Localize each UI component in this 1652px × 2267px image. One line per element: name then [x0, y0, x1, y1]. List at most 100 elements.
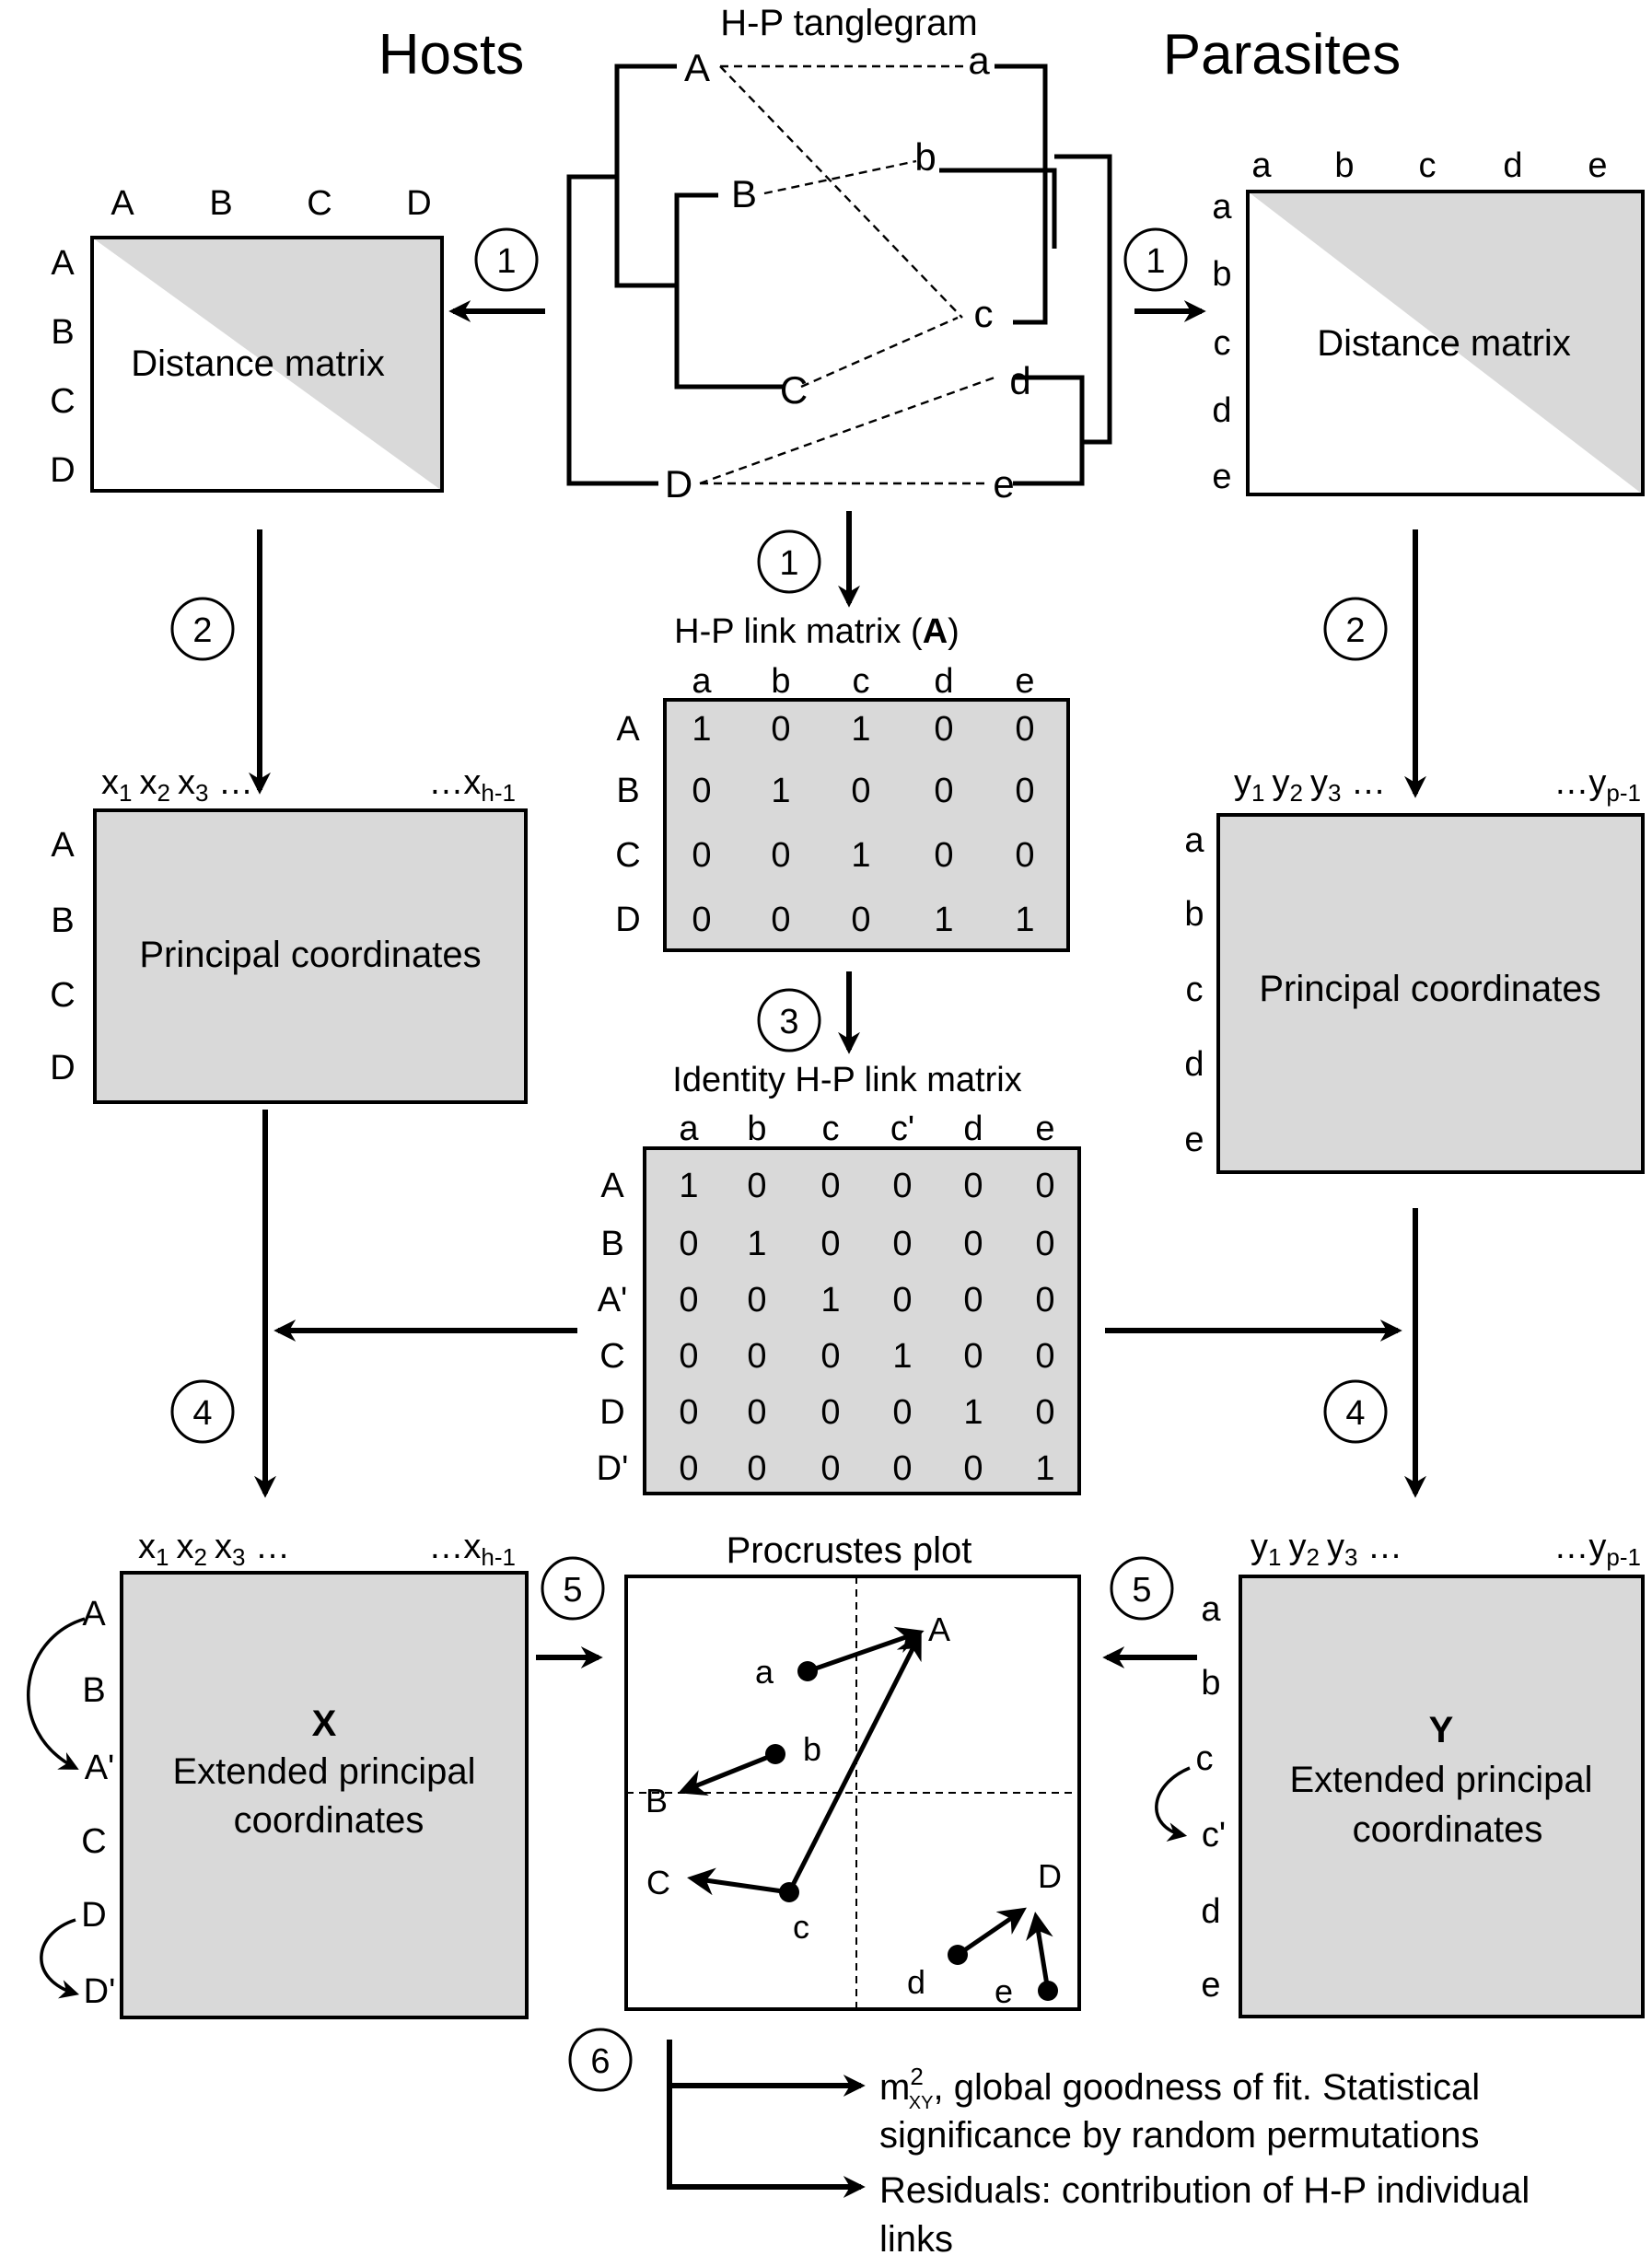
parasite-extended-col-head-last: …yp-1 [1553, 1528, 1641, 1571]
tangle-parasite-e: e [993, 462, 1014, 506]
identity-cell: 0 [963, 1225, 983, 1263]
svg-text:2: 2 [192, 611, 212, 650]
identity-col-1: b [747, 1110, 766, 1148]
identity-col-5: e [1035, 1110, 1054, 1148]
plot-label-b: b [803, 1730, 821, 1768]
host-dist-row-C: C [50, 382, 75, 421]
identity-cell: 0 [747, 1167, 766, 1205]
step-2-badge-right: 2 [1323, 597, 1388, 661]
par-ext-row-a: a [1201, 1590, 1221, 1629]
link-row-A: A [616, 710, 640, 749]
link-matrix: H-P link matrix (A) a b c d e A 1 0 1 0 0 B 0 1 0 0 0 C 0 0… [615, 612, 1070, 952]
identity-row-4: D [599, 1393, 624, 1432]
parasite-pcoa-col-head: y1 y2 y3 … [1234, 763, 1386, 807]
identity-cell: 0 [1035, 1393, 1054, 1432]
parasite-extended-col-head: y1 y2 y3 … [1251, 1528, 1402, 1571]
step-5-badge-right: 5 [1110, 1556, 1174, 1621]
identity-cell: 0 [679, 1225, 698, 1263]
host-dist-row-B: B [51, 313, 74, 352]
host-tree [566, 64, 783, 486]
identity-cell: 0 [820, 1225, 840, 1263]
host-extended-col-head-last: …xh-1 [428, 1528, 516, 1571]
identity-cell: 0 [1035, 1167, 1054, 1205]
identity-cell: 0 [820, 1449, 840, 1488]
par-ext-row-c: c [1196, 1739, 1214, 1778]
identity-cell: 0 [820, 1167, 840, 1205]
identity-row-3: C [599, 1337, 624, 1376]
procrustes-title: Procrustes plot [727, 1530, 972, 1571]
par-pcoa-row-c: c [1186, 971, 1204, 1009]
svg-text:6: 6 [590, 2042, 610, 2081]
host-pcoa-col-head: x1 x2 x3 … [101, 763, 253, 807]
plot-label-d: d [907, 1963, 925, 2001]
link-cell: 1 [851, 836, 870, 875]
point-a [797, 1661, 818, 1681]
output-goodness-line-1: m2 XY, global goodness of fit. Statistica… [879, 2063, 1480, 2113]
host-ext-row-C: C [81, 1822, 106, 1861]
link-cell: 0 [771, 710, 790, 749]
host-dist-col-C: C [307, 184, 332, 223]
host-dist-col-D: D [406, 184, 431, 223]
link-cell: 0 [692, 836, 711, 875]
link-col-d: d [934, 662, 953, 701]
step-4-badge-left: 4 [170, 1379, 235, 1444]
step-1-arrows [448, 300, 1206, 608]
parasite-distance-label: Distance matrix [1317, 323, 1571, 364]
host-dist-col-A: A [111, 184, 134, 223]
output-goodness-line-2: significance by random permutations [879, 2115, 1479, 2156]
point-e [1038, 1981, 1058, 2001]
link-cell: 1 [934, 901, 953, 939]
host-ext-label-1: Extended principal [172, 1751, 475, 1792]
step-1-badge-left: 1 [474, 227, 539, 292]
host-pcoa-row-B: B [51, 901, 74, 940]
par-ext-label-2: coordinates [1353, 1809, 1543, 1850]
identity-cell: 0 [1035, 1337, 1054, 1376]
par-dist-row-e: e [1212, 458, 1231, 496]
link-cell: 1 [1015, 901, 1034, 939]
step-1-badge-right: 1 [1123, 227, 1188, 292]
identity-cell: 0 [963, 1281, 983, 1320]
identity-cell: 1 [679, 1167, 698, 1205]
svg-text:4: 4 [192, 1394, 212, 1433]
host-extended-pcoa: x1 x2 x3 … …xh-1 A B A' C D D' X Extended p… [27, 1528, 529, 2019]
identity-row-2: A' [598, 1281, 628, 1320]
identity-cell: 0 [747, 1337, 766, 1376]
procrustes-plot: Procrustes plot A B C D a b c d [624, 1530, 1081, 2011]
duplicate-c-arrow [1155, 1766, 1191, 1842]
link-cell: 0 [771, 836, 790, 875]
point-c [779, 1882, 799, 1902]
link-cell: 0 [771, 901, 790, 939]
link-matrix-title: H-P link matrix (A) [674, 612, 960, 651]
par-dist-row-b: b [1212, 255, 1231, 294]
svg-text:4: 4 [1345, 1394, 1365, 1433]
output-residuals-line-1: Residuals: contribution of H-P individua… [879, 2170, 1530, 2211]
identity-matrix: Identity H-P link matrix a b c c' d e A 1 0 0 0 0 0 B… [597, 1061, 1081, 1495]
identity-cell: 1 [892, 1337, 912, 1376]
tangle-host-A: A [684, 46, 710, 89]
link-cell: 0 [934, 710, 953, 749]
link-cell: 0 [851, 772, 870, 810]
link-cell: 1 [851, 710, 870, 749]
identity-cell: 0 [892, 1281, 912, 1320]
link-cell: 0 [934, 836, 953, 875]
output-residuals-line-2: links [879, 2219, 953, 2260]
par-dist-col-e: e [1588, 146, 1607, 185]
step-6-outputs: m2 XY, global goodness of fit. Statistica… [667, 2040, 1530, 2260]
tangle-parasite-b: b [914, 135, 936, 179]
tanglegram [566, 64, 1112, 486]
parasite-tree [939, 64, 1112, 486]
link-cell: 0 [692, 772, 711, 810]
point-d [948, 1945, 968, 1965]
svg-text:1: 1 [779, 544, 798, 583]
identity-cell: 0 [820, 1393, 840, 1432]
host-ext-row-D-prime: D' [84, 1972, 116, 2011]
tangle-parasite-c: c [974, 292, 994, 335]
identity-cell: 0 [892, 1225, 912, 1263]
host-pcoa-label: Principal coordinates [139, 935, 481, 975]
parasite-pcoa: y1 y2 y3 … …yp-1 a b c d e Principal coordi… [1184, 763, 1645, 1174]
parasites-heading: Parasites [1163, 23, 1401, 87]
host-pcoa-row-A: A [51, 826, 75, 865]
identity-cell: 0 [963, 1337, 983, 1376]
plot-label-e: e [995, 1972, 1013, 2010]
